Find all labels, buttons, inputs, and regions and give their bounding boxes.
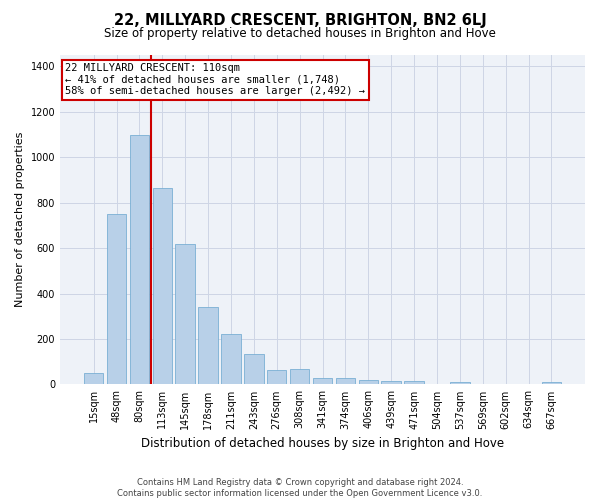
Bar [335, 378, 355, 384]
Bar [244, 354, 263, 384]
Text: Contains HM Land Registry data © Crown copyright and database right 2024.
Contai: Contains HM Land Registry data © Crown c… [118, 478, 482, 498]
Y-axis label: Number of detached properties: Number of detached properties [15, 132, 25, 308]
Bar [313, 378, 332, 384]
Bar [175, 244, 195, 384]
Bar [84, 373, 103, 384]
Bar [382, 381, 401, 384]
Text: 22, MILLYARD CRESCENT, BRIGHTON, BN2 6LJ: 22, MILLYARD CRESCENT, BRIGHTON, BN2 6LJ [113, 12, 487, 28]
Bar [290, 368, 310, 384]
Bar [221, 334, 241, 384]
Text: Size of property relative to detached houses in Brighton and Hove: Size of property relative to detached ho… [104, 28, 496, 40]
Text: 22 MILLYARD CRESCENT: 110sqm
← 41% of detached houses are smaller (1,748)
58% of: 22 MILLYARD CRESCENT: 110sqm ← 41% of de… [65, 63, 365, 96]
X-axis label: Distribution of detached houses by size in Brighton and Hove: Distribution of detached houses by size … [141, 437, 504, 450]
Bar [267, 370, 286, 384]
Bar [107, 214, 126, 384]
Bar [152, 188, 172, 384]
Bar [542, 382, 561, 384]
Bar [450, 382, 470, 384]
Bar [404, 381, 424, 384]
Bar [199, 307, 218, 384]
Bar [359, 380, 378, 384]
Bar [130, 134, 149, 384]
